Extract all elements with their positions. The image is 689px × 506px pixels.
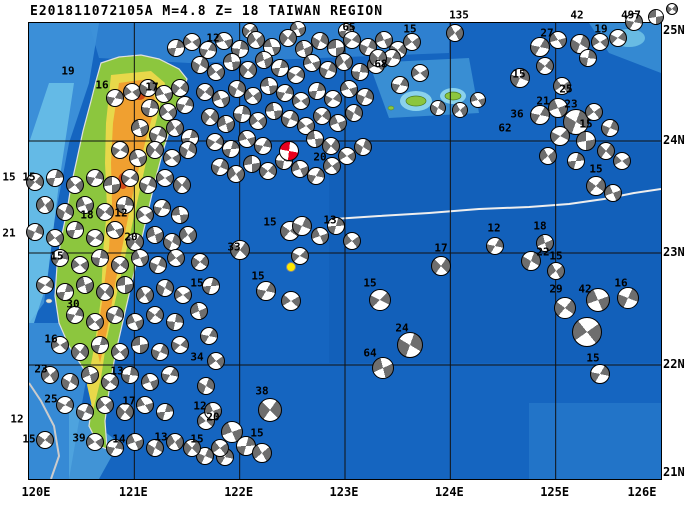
lon-tick-label: 123E — [329, 485, 359, 499]
depth-label: 21 — [2, 226, 16, 240]
depth-label: 497 — [621, 8, 641, 22]
lat-tick-label: 25N — [663, 23, 685, 37]
figure-title: E201811072105A M=4.8 Z= 18 TAIWAN REGION — [30, 4, 384, 19]
lon-tick-label: 124E — [434, 485, 464, 499]
lon-tick-label: 121E — [118, 485, 148, 499]
taiwan-peak-3 — [112, 221, 120, 235]
lat-tick-label: 23N — [663, 245, 685, 259]
penghu-islet-2 — [45, 298, 53, 304]
coastline-fragment — [28, 382, 61, 480]
lon-tick-label: 125E — [540, 485, 570, 499]
depth-label: 12 — [10, 412, 24, 426]
lat-tick-label: 22N — [663, 357, 685, 371]
depth-label: 42 — [570, 8, 584, 22]
lat-tick-label: 24N — [663, 133, 685, 147]
island-3 — [387, 105, 395, 111]
penghu-islet-1 — [38, 287, 48, 295]
depth-label: 15 — [2, 170, 16, 184]
taiwan-peak-2 — [118, 173, 128, 189]
island-4 — [430, 106, 438, 112]
basemap — [28, 23, 662, 480]
lon-tick-label: 120E — [21, 485, 51, 499]
depth-label: 135 — [449, 8, 469, 22]
island-1 — [405, 95, 427, 107]
lon-tick-label: 122E — [224, 485, 254, 499]
map-area — [28, 22, 662, 480]
lon-tick-label: 126E — [627, 485, 657, 499]
island-2 — [444, 91, 462, 101]
trench-line — [333, 188, 662, 220]
ocean-topright-patch — [613, 29, 645, 47]
focal-mechanism — [666, 3, 678, 15]
lat-tick-label: 21N — [663, 465, 685, 479]
ocean-se-light — [529, 403, 661, 479]
